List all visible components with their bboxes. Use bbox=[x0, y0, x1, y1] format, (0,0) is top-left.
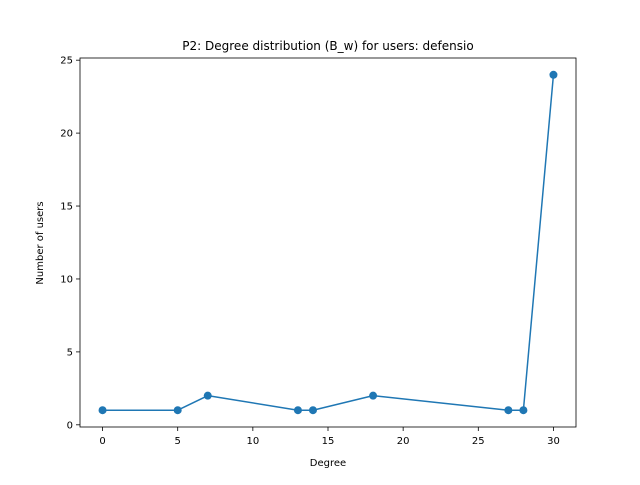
y-tick-label: 10 bbox=[60, 274, 73, 285]
y-tick-label: 5 bbox=[67, 347, 73, 358]
x-tick-label: 25 bbox=[472, 436, 485, 447]
data-point bbox=[203, 391, 212, 400]
data-point bbox=[549, 70, 558, 79]
x-tick-label: 15 bbox=[322, 436, 335, 447]
data-point bbox=[308, 406, 317, 415]
y-tick-label: 20 bbox=[60, 129, 73, 140]
x-tick-label: 10 bbox=[246, 436, 259, 447]
x-tick-label: 0 bbox=[99, 436, 105, 447]
plot-area: 0 5 10 15 20 25 30 0 5 10 15 20 25 bbox=[60, 56, 577, 447]
data-point bbox=[504, 406, 513, 415]
y-axis-label: Number of users bbox=[35, 201, 46, 284]
data-point bbox=[519, 406, 528, 415]
data-point bbox=[369, 391, 378, 400]
data-point bbox=[173, 406, 182, 415]
chart-title: P2: Degree distribution (B_w) for users:… bbox=[182, 39, 473, 53]
x-tick-label: 20 bbox=[397, 436, 410, 447]
data-point bbox=[293, 406, 302, 415]
data-point bbox=[98, 406, 107, 415]
x-axis-label: Degree bbox=[310, 458, 346, 469]
x-tick-label: 5 bbox=[175, 436, 181, 447]
y-tick-label: 0 bbox=[67, 420, 73, 431]
y-tick-label: 25 bbox=[60, 56, 73, 67]
x-tick-label: 30 bbox=[547, 436, 560, 447]
y-tick-label: 15 bbox=[60, 202, 73, 213]
plot-frame bbox=[79, 57, 577, 428]
